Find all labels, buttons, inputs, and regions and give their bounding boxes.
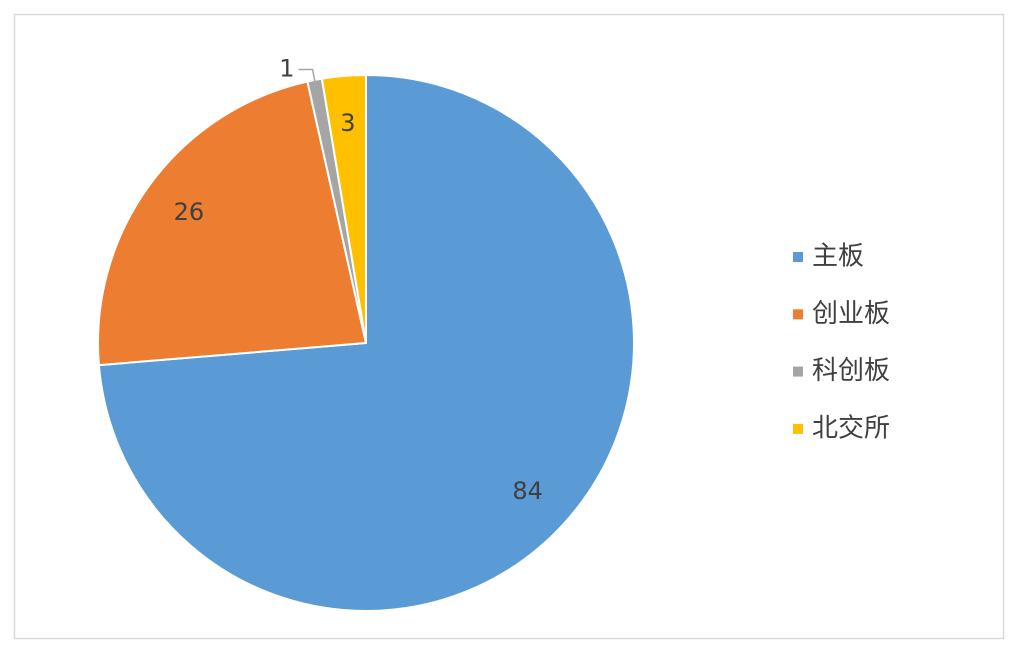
legend-label: 北交所 xyxy=(812,413,890,443)
legend-label: 主板 xyxy=(812,242,864,272)
data-label: 84 xyxy=(512,477,543,505)
data-label: 26 xyxy=(174,198,205,226)
pie-slice xyxy=(320,73,367,344)
legend-swatch xyxy=(793,309,803,320)
legend-swatch xyxy=(793,366,803,377)
data-label: 1 xyxy=(279,54,294,82)
data-label: 3 xyxy=(340,109,355,137)
legend-swatch xyxy=(793,252,803,262)
leader-line xyxy=(298,68,317,86)
legend-swatch xyxy=(793,423,803,434)
legend-label: 科创板 xyxy=(812,356,890,386)
pie-slice xyxy=(97,80,368,367)
legend-label: 创业板 xyxy=(812,299,890,329)
